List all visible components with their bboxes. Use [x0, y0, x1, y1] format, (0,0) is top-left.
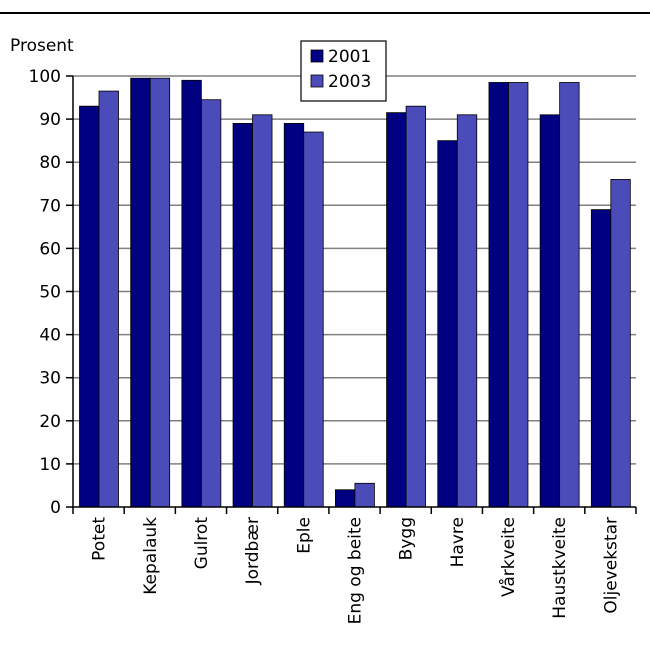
bar-2003-eng-og-beite [354, 482, 375, 508]
y-tick-label: 10 [39, 455, 61, 475]
bar-2001-havre [437, 140, 458, 508]
y-tick-label: 80 [39, 153, 61, 173]
x-tick-label: Kepalauk [141, 517, 161, 595]
x-tick-label: Oljevekstar [601, 517, 621, 614]
legend-swatch [310, 49, 324, 63]
x-tick-label: Gulrot [192, 517, 212, 570]
x-tick-label: Potet [90, 517, 110, 561]
x-tick-label: Havre [448, 517, 468, 567]
bar-2003-bygg [405, 105, 426, 508]
legend: 2001 2003 [300, 40, 387, 102]
y-tick-label: 90 [39, 110, 61, 130]
x-tick-label: Haustkveite [550, 517, 570, 619]
y-tick-label: 0 [50, 498, 61, 518]
y-tick-label: 20 [39, 412, 61, 432]
bar-2001-oljevekstar [590, 209, 612, 508]
bar-2001-bygg [386, 112, 407, 508]
y-axis-label: Prosent [10, 36, 74, 56]
bar-2001-haustkveite [539, 114, 561, 508]
bar-2003-potet [98, 90, 119, 508]
bar-2001-vårkveite [488, 82, 509, 508]
bar-2003-haustkveite [559, 82, 580, 508]
x-tick-labels: Potet Kepalauk Gulrot Jordbær Eple Eng og bei… [90, 517, 622, 625]
y-tick-labels: 0 10 20 30 40 50 60 70 80 90 100 [29, 67, 61, 518]
x-tick-label: Jordbær [243, 517, 263, 585]
bars [79, 77, 631, 508]
bar-2001-potet [79, 105, 100, 508]
bar-2003-kepalauk [149, 77, 171, 508]
y-tick-label: 50 [39, 283, 61, 303]
bar-2003-jordbær [252, 114, 273, 508]
bar-2001-eple [283, 123, 305, 508]
top-rule [0, 0, 650, 14]
y-tick-label: 70 [39, 196, 61, 216]
bar-2001-kepalauk [130, 77, 151, 508]
x-tick-label: Eng og beite [346, 517, 366, 624]
bar-2001-jordbær [232, 123, 253, 508]
bar-2003-havre [456, 114, 478, 508]
y-tick-label: 100 [29, 67, 61, 87]
bar-2001-eng-og-beite [335, 489, 356, 508]
legend-label: 2003 [328, 72, 371, 92]
x-tick-label: Bygg [397, 517, 417, 560]
x-tick-label: Eple [294, 517, 314, 554]
y-tick-label: 40 [39, 326, 61, 346]
legend-swatch [310, 74, 324, 88]
bar-2003-eple [303, 131, 324, 508]
axes [66, 75, 637, 514]
legend-label: 2001 [328, 47, 371, 67]
bar-2003-vårkveite [508, 82, 529, 508]
bar-2001-gulrot [181, 79, 202, 508]
x-tick-label: Vårkveite [498, 517, 519, 597]
y-tick-label: 60 [39, 239, 61, 259]
bar-2003-gulrot [200, 99, 222, 508]
y-tick-label: 30 [39, 369, 61, 389]
bar-2003-oljevekstar [610, 179, 631, 508]
